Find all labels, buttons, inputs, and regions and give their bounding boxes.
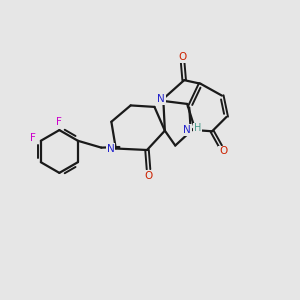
Text: O: O (178, 52, 187, 62)
Text: N: N (183, 125, 191, 135)
Text: O: O (144, 171, 153, 181)
Text: N: N (157, 94, 165, 104)
Text: F: F (56, 117, 62, 127)
Text: F: F (30, 133, 35, 143)
Text: H: H (194, 123, 201, 133)
Text: O: O (219, 146, 227, 157)
Text: N: N (106, 143, 114, 154)
